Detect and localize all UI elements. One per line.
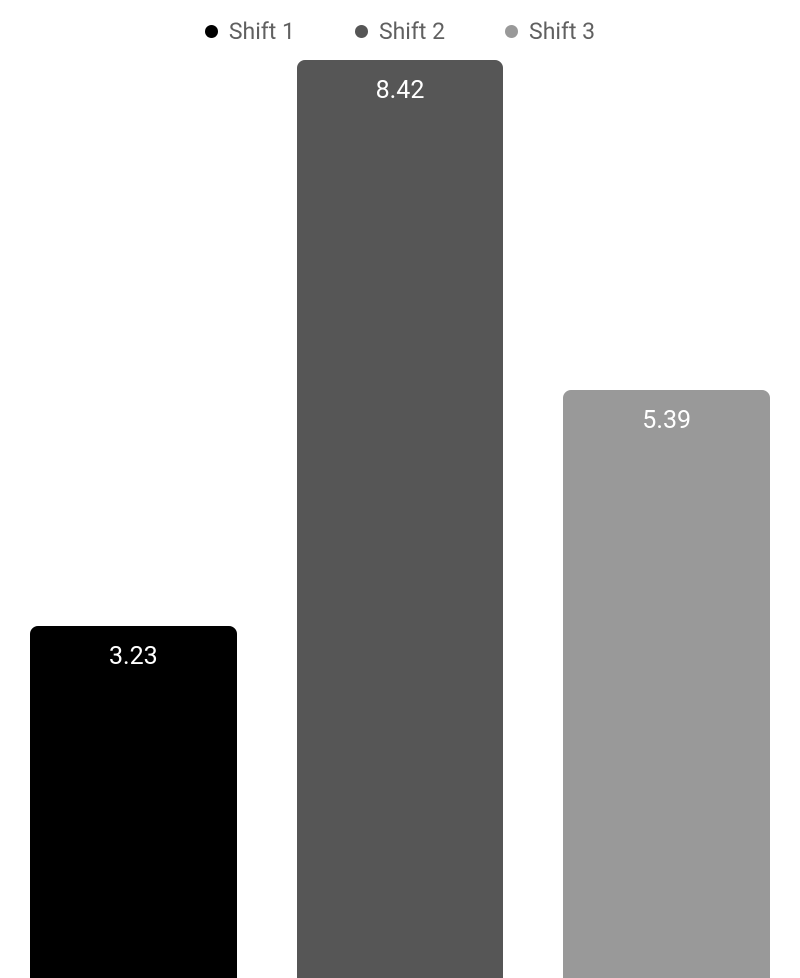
legend-label: Shift 1 <box>229 18 295 45</box>
bar-value-label: 8.42 <box>297 76 504 105</box>
bar-wrapper: 3.23 <box>0 60 267 978</box>
legend-label: Shift 3 <box>529 18 595 45</box>
legend-dot-icon <box>505 25 518 38</box>
chart-legend: Shift 1 Shift 2 Shift 3 <box>0 0 800 55</box>
bar-shift-3: 5.39 <box>563 390 770 978</box>
bar-value-label: 5.39 <box>563 406 770 435</box>
legend-item-shift-1: Shift 1 <box>205 18 295 45</box>
bar-wrapper: 8.42 <box>267 60 534 978</box>
bar-wrapper: 5.39 <box>533 60 800 978</box>
legend-item-shift-3: Shift 3 <box>505 18 595 45</box>
legend-item-shift-2: Shift 2 <box>355 18 445 45</box>
bar-value-label: 3.23 <box>30 642 237 671</box>
chart-plot-area: 3.23 8.42 5.39 <box>0 60 800 978</box>
legend-label: Shift 2 <box>379 18 445 45</box>
legend-dot-icon <box>205 25 218 38</box>
bar-shift-1: 3.23 <box>30 626 237 978</box>
legend-dot-icon <box>355 25 368 38</box>
bar-shift-2: 8.42 <box>297 60 504 978</box>
